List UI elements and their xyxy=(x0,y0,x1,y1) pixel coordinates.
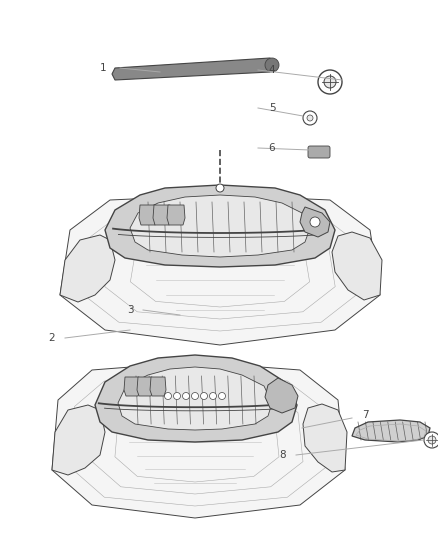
Polygon shape xyxy=(118,367,272,430)
Polygon shape xyxy=(303,404,347,472)
Circle shape xyxy=(318,70,342,94)
Polygon shape xyxy=(137,377,153,396)
Polygon shape xyxy=(167,205,185,225)
Polygon shape xyxy=(150,377,166,396)
Polygon shape xyxy=(153,205,171,225)
Circle shape xyxy=(303,111,317,125)
Text: 2: 2 xyxy=(49,333,55,343)
Circle shape xyxy=(173,392,180,400)
Text: 5: 5 xyxy=(268,103,276,113)
Polygon shape xyxy=(130,195,310,257)
Text: 6: 6 xyxy=(268,143,276,153)
Polygon shape xyxy=(332,232,382,300)
Polygon shape xyxy=(52,405,105,475)
Text: 7: 7 xyxy=(362,410,368,420)
Circle shape xyxy=(209,392,216,400)
Circle shape xyxy=(165,392,172,400)
Circle shape xyxy=(183,392,190,400)
FancyBboxPatch shape xyxy=(308,146,330,158)
Polygon shape xyxy=(300,207,330,237)
Circle shape xyxy=(219,392,226,400)
Polygon shape xyxy=(112,58,273,80)
Polygon shape xyxy=(124,377,140,396)
Polygon shape xyxy=(352,420,430,442)
Text: 8: 8 xyxy=(280,450,286,460)
Circle shape xyxy=(324,76,336,88)
Circle shape xyxy=(265,58,279,72)
Circle shape xyxy=(428,436,436,444)
Circle shape xyxy=(310,217,320,227)
Polygon shape xyxy=(60,195,380,345)
Text: 4: 4 xyxy=(268,65,276,75)
Circle shape xyxy=(424,432,438,448)
Circle shape xyxy=(307,115,313,121)
Polygon shape xyxy=(265,378,298,413)
Polygon shape xyxy=(52,362,345,518)
Circle shape xyxy=(216,184,224,192)
Polygon shape xyxy=(95,355,297,442)
Polygon shape xyxy=(60,235,115,302)
Text: 1: 1 xyxy=(100,63,106,73)
Polygon shape xyxy=(139,205,157,225)
Circle shape xyxy=(191,392,198,400)
Text: 3: 3 xyxy=(127,305,133,315)
Polygon shape xyxy=(105,185,335,267)
Circle shape xyxy=(201,392,208,400)
